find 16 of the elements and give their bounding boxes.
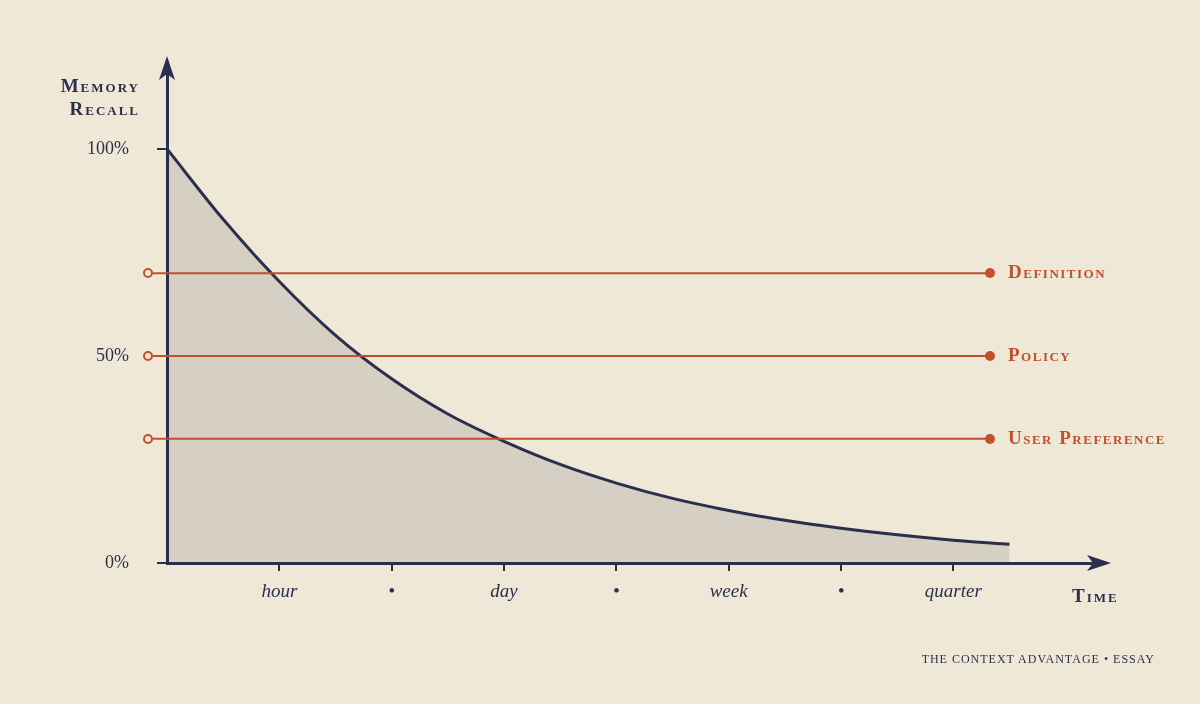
y-tick-label: 0% [105,551,129,572]
x-tick-label: quarter [924,580,983,602]
x-tick-label: hour [261,580,298,602]
ref-line-label: Definition [1008,261,1107,283]
y-tick-label: 100% [87,137,129,158]
x-tick-label: day [490,580,519,602]
text: THE CONTEXT ADVANTAGE • ESSAY [921,652,1155,667]
y-tick-label: 50% [96,344,129,365]
ref-line-label: Policy [1008,343,1072,365]
x-tick-label: • [388,580,395,602]
x-tick-label: • [837,580,845,602]
x-tick-label: week [709,580,749,602]
x-axis-title: Time [1072,585,1119,607]
x-tick-label: • [613,580,620,602]
y-axis-title: Memory Recall [59,74,140,120]
ref-line-label: User Preference [1008,426,1167,448]
